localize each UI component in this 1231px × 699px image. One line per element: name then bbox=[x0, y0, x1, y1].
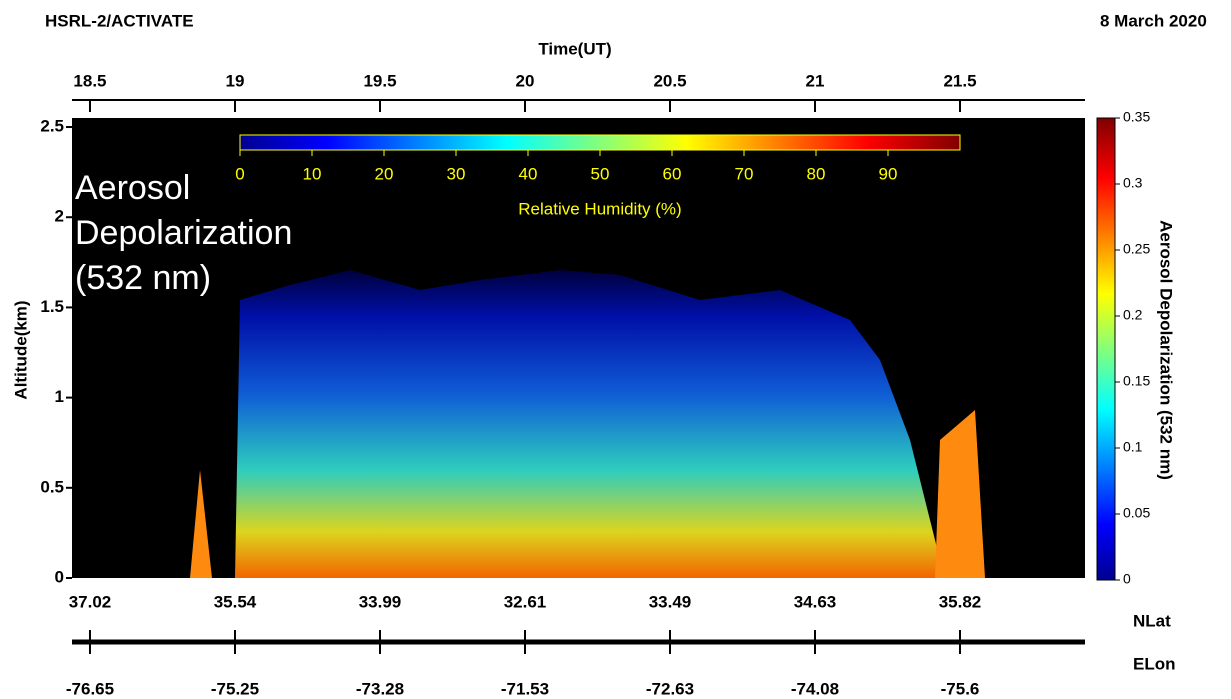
rh-tick-label: 80 bbox=[807, 164, 826, 183]
x3-tick-label: -71.53 bbox=[501, 679, 549, 698]
y-tick-label: 0.5 bbox=[40, 477, 64, 496]
x3-tick-label: -72.63 bbox=[646, 679, 694, 698]
x3-tick-label: -75.25 bbox=[211, 679, 259, 698]
annotation: (532 nm) bbox=[75, 259, 211, 297]
rh-colorbar bbox=[239, 134, 961, 151]
rh-colorbar-label: Relative Humidity (%) bbox=[518, 199, 681, 218]
x2-tick-label: 19.5 bbox=[363, 71, 396, 90]
date: 8 March 2020 bbox=[1100, 11, 1207, 30]
rh-tick-label: 0 bbox=[235, 164, 244, 183]
x2-tick-label: 20 bbox=[516, 71, 535, 90]
x2-label: Time(UT) bbox=[538, 39, 611, 58]
x-tick-label: 35.54 bbox=[214, 592, 257, 611]
y-tick-label: 2 bbox=[55, 207, 64, 226]
colorbar-tick-label: 0.05 bbox=[1123, 505, 1150, 521]
rh-tick-label: 40 bbox=[519, 164, 538, 183]
annotation: Aerosol bbox=[75, 169, 190, 207]
x2-tick-label: 21.5 bbox=[943, 71, 976, 90]
y-tick-label: 1 bbox=[55, 387, 64, 406]
colorbar-tick-label: 0.35 bbox=[1123, 109, 1150, 125]
x-tick-label: 37.02 bbox=[69, 592, 112, 611]
rh-tick-label: 50 bbox=[591, 164, 610, 183]
x-tick-label: 33.49 bbox=[649, 592, 692, 611]
colorbar-tick-label: 0 bbox=[1123, 571, 1131, 587]
x2-tick-label: 20.5 bbox=[653, 71, 686, 90]
colorbar-tick-label: 0.2 bbox=[1123, 307, 1143, 323]
x-tick-label: 35.82 bbox=[939, 592, 982, 611]
rh-tick-label: 60 bbox=[663, 164, 682, 183]
rh-tick-label: 90 bbox=[879, 164, 898, 183]
colorbar-tick-label: 0.15 bbox=[1123, 373, 1150, 389]
x3-tick-label: -73.28 bbox=[356, 679, 404, 698]
colorbar-tick-label: 0.25 bbox=[1123, 241, 1150, 257]
rh-tick-label: 30 bbox=[447, 164, 466, 183]
x-label: NLat bbox=[1133, 611, 1171, 630]
rh-tick-label: 10 bbox=[303, 164, 322, 183]
colorbar bbox=[1096, 117, 1116, 581]
curtain bbox=[235, 270, 940, 578]
colorbar-label: Aerosol Depolarization (532 nm) bbox=[1157, 220, 1176, 480]
rh-tick-label: 70 bbox=[735, 164, 754, 183]
y-tick-label: 2.5 bbox=[40, 117, 64, 136]
colorbar-tick-label: 0.3 bbox=[1123, 175, 1143, 191]
x2-tick-label: 19 bbox=[226, 71, 245, 90]
y-label: Altitude(km) bbox=[11, 300, 30, 399]
x-tick-label: 34.63 bbox=[794, 592, 837, 611]
x2-tick-label: 18.5 bbox=[73, 71, 106, 90]
x3-tick-label: -76.65 bbox=[66, 679, 114, 698]
x3-tick-label: -75.6 bbox=[941, 679, 980, 698]
x2-tick-label: 21 bbox=[806, 71, 825, 90]
y-tick-label: 0 bbox=[55, 567, 64, 586]
annotation: Depolarization bbox=[75, 214, 292, 252]
y-tick-label: 1.5 bbox=[40, 297, 64, 316]
x-tick-label: 32.61 bbox=[504, 592, 547, 611]
title: HSRL-2/ACTIVATE bbox=[45, 11, 194, 30]
x3-label: ELon bbox=[1133, 654, 1176, 673]
colorbar-tick-label: 0.1 bbox=[1123, 439, 1143, 455]
x3-tick-label: -74.08 bbox=[791, 679, 839, 698]
rh-tick-label: 20 bbox=[375, 164, 394, 183]
x-tick-label: 33.99 bbox=[359, 592, 402, 611]
